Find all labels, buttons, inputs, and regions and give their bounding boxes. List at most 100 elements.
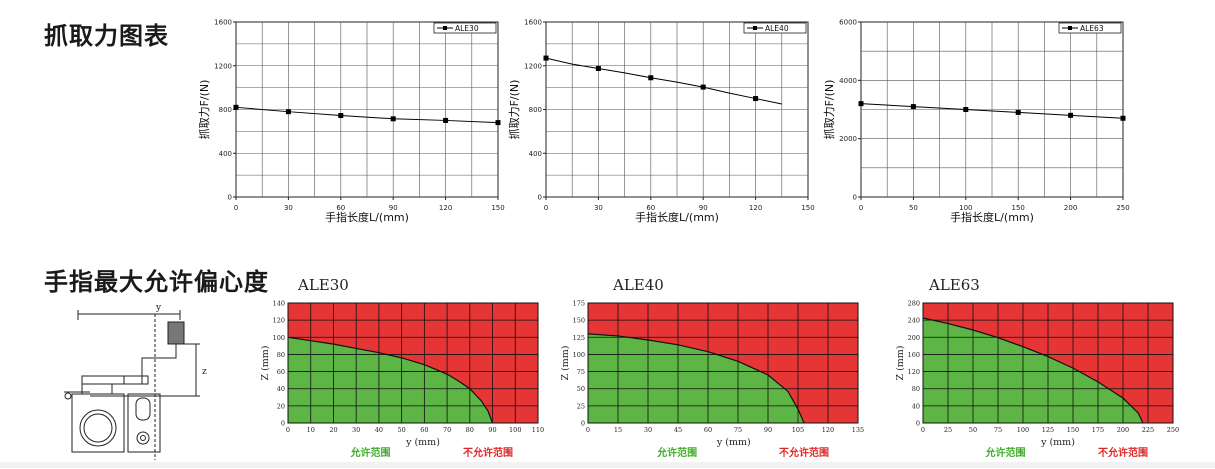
data-point [858,101,864,107]
data-point [595,65,601,71]
data-point [753,96,759,102]
x-tick-label: 0 [859,204,863,212]
x-tick-label: 60 [704,426,712,434]
y-tick-label: 60 [277,368,285,376]
allowed-legend-label: 允许范围 [350,446,391,459]
data-point [443,117,449,123]
y-tick-label: 6000 [839,19,857,27]
y-tick-label: 0 [281,420,285,428]
y-tick-label: 280 [908,300,920,308]
x-axis-label: y (mm) [1040,437,1075,448]
x-tick-label: 0 [921,426,925,434]
force-chart-ale30: 0 30 60 90 120 150 0 400 800 1200 1600 手指长度L/(mm) 抓取… [190,10,510,232]
data-point [495,120,501,126]
x-tick-label: 75 [734,426,742,434]
x-tick-label: 10 [307,426,315,434]
x-axis-label: 手指长度L/(mm) [325,210,409,224]
legend-marker [1068,26,1072,30]
data-point [285,109,291,115]
not-allowed-legend-label: 不允许范围 [779,446,829,459]
y-tick-label: 800 [529,106,542,114]
x-tick-label: 30 [644,426,652,434]
y-tick-label: 80 [912,385,920,393]
allowed-legend-label: 允许范围 [985,446,1026,459]
plot-frame [922,302,1174,424]
y-tick-label: 80 [277,351,285,359]
x-tick-label: 30 [284,204,293,212]
x-tick-label: 0 [286,426,290,434]
legend-label: ALE30 [455,24,479,33]
data-point [1015,109,1021,115]
gripper-eccentricity-diagram: y z [60,300,210,469]
plot-frame [587,302,859,424]
y-tick-label: 25 [577,402,585,410]
x-tick-label: 120 [822,426,834,434]
y-tick-label: 200 [908,334,920,342]
data-point [648,75,654,81]
x-tick-label: 175 [1092,426,1104,434]
y-tick-label: 400 [529,150,542,158]
ecc-chart-ale40-title: ALE40 [613,276,664,294]
y-tick-label: 125 [573,334,585,342]
x-axis-label: 手指长度L/(mm) [950,210,1034,224]
x-tick-label: 50 [969,426,977,434]
y-tick-label: 0 [538,194,542,202]
y-tick-label: 1200 [214,62,232,70]
y-tick-label: 0 [916,420,920,428]
x-axis-label: 手指长度L/(mm) [635,210,719,224]
x-tick-label: 200 [1117,426,1129,434]
y-tick-label: 100 [273,334,285,342]
force-chart-ale63-svg: 0 50 100 150 200 250 0 2000 4000 6000 手指长度L/(mm) 抓取… [822,19,1130,225]
data-point [338,113,344,119]
allowed-region [923,318,1143,423]
y-tick-label: 800 [219,106,232,114]
x-tick-label: 100 [959,204,972,212]
series-line [235,106,499,124]
x-tick-label: 250 [1167,426,1179,434]
x-tick-label: 90 [764,426,772,434]
y-tick-label: 240 [908,317,920,325]
x-tick-label: 150 [1067,426,1079,434]
data-point [963,107,969,112]
x-tick-label: 30 [594,204,603,212]
x-tick-label: 60 [336,204,345,212]
x-tick-label: 15 [614,426,622,434]
data-point [910,104,916,110]
y-tick-label: 0 [581,420,585,428]
x-tick-label: 60 [420,426,428,434]
y-tick-label: 40 [912,402,920,410]
data-point [1120,115,1126,121]
y-tick-label: 1600 [214,19,232,27]
footer-strip [0,462,1215,468]
y-axis-label: Z (mm) [560,345,571,380]
x-tick-label: 40 [375,426,383,434]
force-chart-ale30-svg: 0 30 60 90 120 150 0 400 800 1200 1600 手指长度L/(mm) 抓取… [197,19,505,225]
not-allowed-legend-label: 不允许范围 [1098,446,1148,459]
y-axis-label: Z (mm) [895,345,906,380]
x-tick-label: 20 [329,426,337,434]
y-tick-label: 2000 [839,135,857,143]
legend-box [1058,22,1122,34]
ecc-chart-ale63-svg: 0 25 50 75 100 125 150 175 200 225 250 0 40 80 120 160 2… [895,300,1179,460]
y-tick-label: 150 [573,317,585,325]
x-tick-label: 75 [994,426,1002,434]
x-tick-label: 80 [466,426,474,434]
y-tick-label: 75 [577,368,585,376]
x-tick-label: 110 [532,426,544,434]
y-tick-label: 160 [908,351,920,359]
plot-frame [287,302,539,424]
legend-marker [753,26,757,30]
boundary-curve [587,333,805,424]
x-tick-label: 125 [1042,426,1054,434]
y-tick-label: 400 [219,150,232,158]
force-chart-section-title: 抓取力图表 [44,22,169,50]
legend-box [433,22,497,34]
legend-label: ALE63 [1080,24,1104,33]
force-chart-ale40: 0 30 60 90 120 150 0 400 800 1200 1600 手指长度L/(mm) 抓取… [500,10,820,232]
x-tick-label: 105 [792,426,804,434]
ecc-chart-ale40: 0 15 30 45 60 75 90 105 120 135 0 25 50 75 100 125 150 17… [555,298,875,463]
data-point [233,104,239,110]
y-axis-label: 抓取力F/(N) [507,80,521,140]
data-point [390,116,396,122]
force-chart-ale40-svg: 0 30 60 90 120 150 0 400 800 1200 1600 手指长度L/(mm) 抓取… [507,19,815,225]
